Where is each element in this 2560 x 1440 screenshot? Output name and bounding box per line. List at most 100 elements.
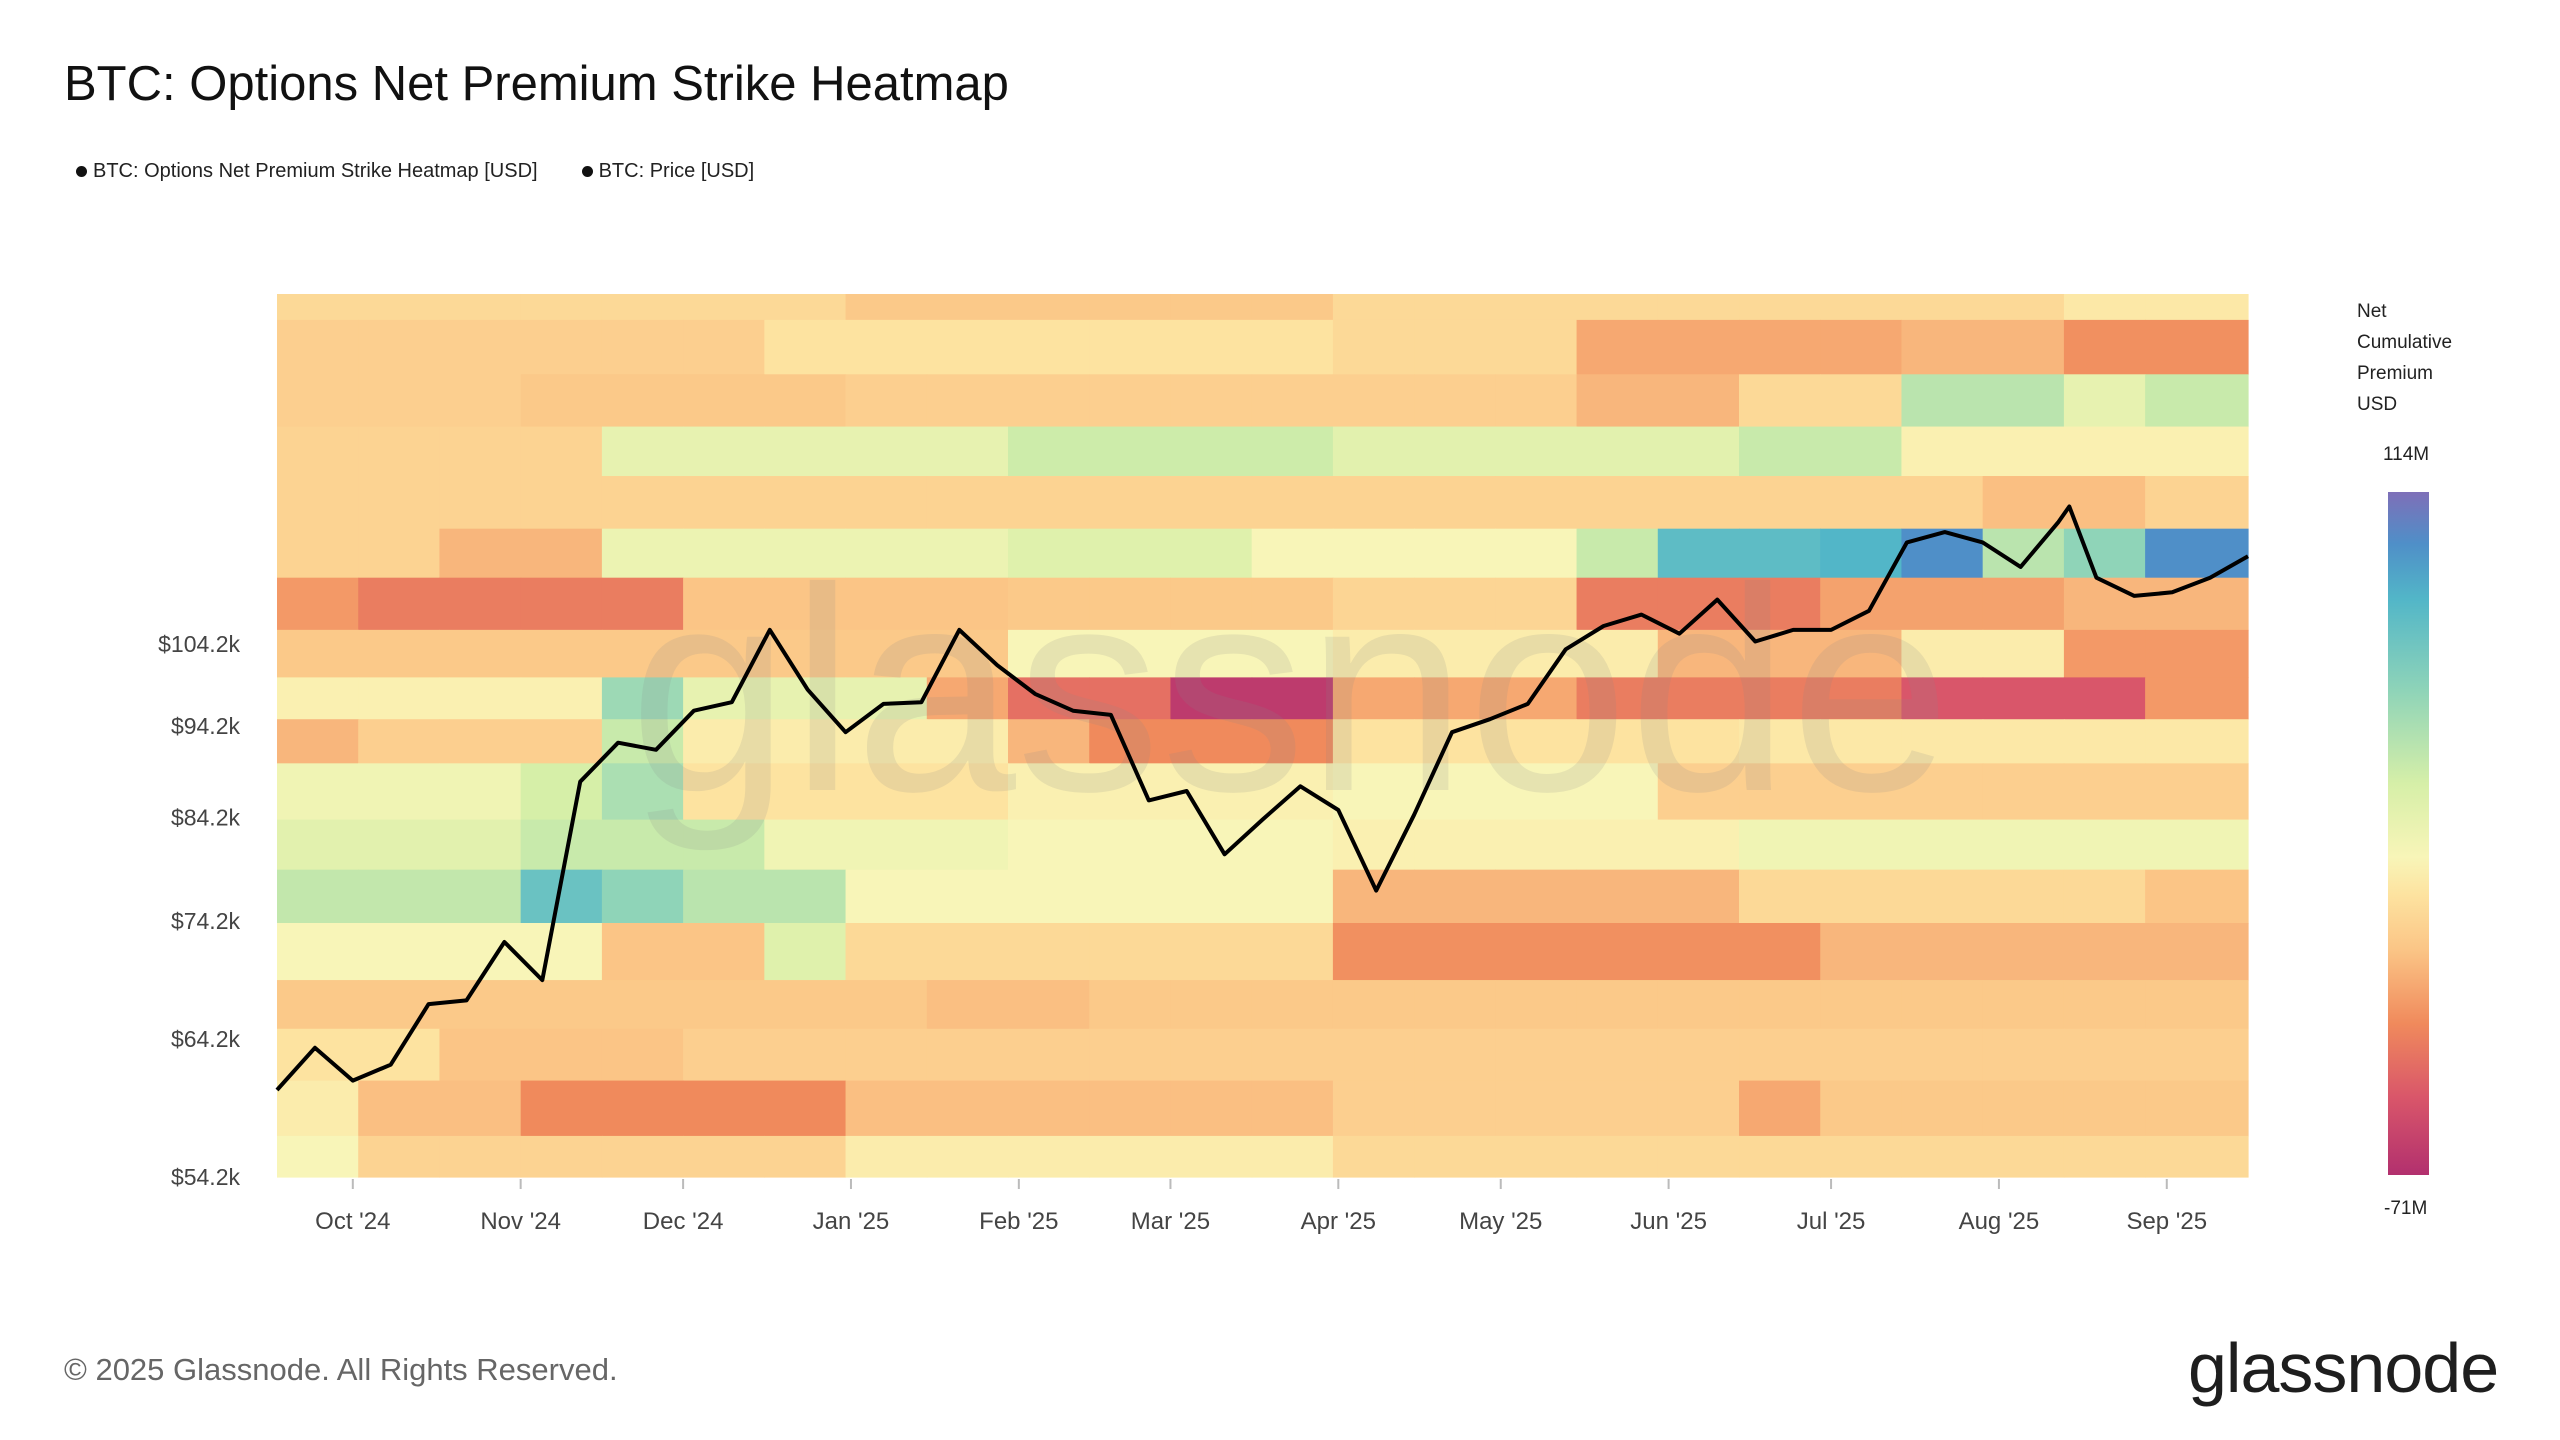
heatmap-cell <box>1576 294 1659 321</box>
heatmap-cell <box>1657 980 1740 1030</box>
heatmap-cell <box>1332 763 1415 821</box>
heatmap-cell <box>764 577 847 631</box>
heatmap-cell <box>845 923 928 981</box>
heatmap-cell <box>1576 629 1659 678</box>
legend-item-price[interactable]: BTC: Price [USD] <box>581 160 754 183</box>
heatmap-cell <box>1820 294 1903 321</box>
colorbar-title: Net Cumulative Premium USD <box>2357 296 2497 420</box>
heatmap-cell <box>764 1028 847 1082</box>
colorbar-title-line: USD <box>2357 394 2398 415</box>
heatmap-cell <box>601 819 684 871</box>
heatmap-cell <box>1251 374 1334 428</box>
heatmap-cell <box>1576 476 1659 530</box>
heatmap-cell <box>1739 980 1821 1030</box>
legend-item-heatmap[interactable]: BTC: Options Net Premium Strike Heatmap … <box>76 160 538 183</box>
heatmap-cell <box>1414 294 1496 321</box>
heatmap-cell <box>1170 528 1253 579</box>
heatmap-cell <box>764 869 847 924</box>
heatmap-cell <box>520 719 603 764</box>
heatmap-cell <box>1820 1080 1903 1137</box>
heatmap-cell <box>764 319 847 375</box>
heatmap-cell <box>520 374 603 428</box>
heatmap-cell <box>1739 763 1821 821</box>
heatmap-cell <box>601 426 684 477</box>
heatmap-cell <box>1901 1080 1984 1137</box>
heatmap-cell <box>601 629 684 678</box>
heatmap-cell <box>358 374 441 428</box>
y-tick-label: $74.2k <box>171 908 241 934</box>
watermark: glassnode <box>629 528 1951 853</box>
heatmap-cell <box>1739 1080 1821 1137</box>
heatmap-cell <box>1008 294 1090 321</box>
price-line <box>275 504 2249 1092</box>
heatmap-cell <box>1008 980 1090 1030</box>
heatmap-cell <box>1414 923 1496 981</box>
heatmap-cell <box>1657 476 1740 530</box>
heatmap-cell <box>1576 923 1659 981</box>
heatmap-cell <box>1089 1080 1172 1137</box>
heatmap-cell <box>277 677 359 720</box>
heatmap-cell <box>1657 1135 1740 1178</box>
heatmap-cell <box>520 294 603 321</box>
heatmap-cell <box>2063 869 2146 924</box>
heatmap-cell <box>845 869 928 924</box>
heatmap-cell <box>1251 1028 1334 1082</box>
heatmap-cell <box>277 923 359 981</box>
heatmap-cell <box>1332 677 1415 720</box>
heatmap-cell <box>1739 869 1821 924</box>
y-tick-label: $94.2k <box>171 713 241 739</box>
heatmap-cell <box>1982 923 2065 981</box>
heatmap-cell <box>1332 719 1415 764</box>
heatmap-cell <box>1495 869 1578 924</box>
heatmap-cell <box>277 319 359 375</box>
heatmap-cell <box>1414 719 1496 764</box>
heatmap-cell <box>439 980 522 1030</box>
heatmap-cell <box>683 528 765 579</box>
heatmap-cell <box>439 476 522 530</box>
heatmap-cell <box>601 980 684 1030</box>
heatmap-cell <box>764 426 847 477</box>
heatmap-cell <box>1901 923 1984 981</box>
heatmap-cell <box>1008 1028 1090 1082</box>
heatmap-cell <box>764 629 847 678</box>
heatmap-cell <box>1251 528 1334 579</box>
heatmap-cell <box>1901 476 1984 530</box>
y-tick-label: $54.2k <box>171 1164 241 1190</box>
heatmap-cell <box>2063 719 2146 764</box>
heatmap-cell <box>277 1135 359 1178</box>
heatmap-cell <box>1251 980 1334 1030</box>
heatmap-cell <box>1170 476 1253 530</box>
heatmap-cell <box>1170 577 1253 631</box>
heatmap-cell <box>1008 476 1090 530</box>
heatmap-cell <box>683 319 765 375</box>
heatmap-cell <box>1414 763 1496 821</box>
heatmap-cell <box>1495 980 1578 1030</box>
heatmap-cell <box>1332 869 1415 924</box>
colorbar-title-line: Premium <box>2357 363 2434 384</box>
heatmap-cell <box>277 719 359 764</box>
heatmap-cell <box>683 980 765 1030</box>
heatmap-cell <box>926 577 1009 631</box>
x-tick-label: Sep '25 <box>2126 1208 2207 1235</box>
heatmap-cell <box>845 319 928 375</box>
heatmap-cell <box>1089 319 1172 375</box>
heatmap-cell <box>845 374 928 428</box>
heatmap-cell <box>926 677 1009 720</box>
heatmap-cell <box>926 980 1009 1030</box>
heatmap-cell <box>1982 677 2065 720</box>
heatmap-cell <box>2145 819 2249 871</box>
heatmap-cell <box>1414 1080 1496 1137</box>
heatmap-cell <box>1901 719 1984 764</box>
heatmap-cell <box>1414 1135 1496 1178</box>
heatmap-cell <box>1170 869 1253 924</box>
heatmap-cell <box>1332 1028 1415 1082</box>
x-tick-label: Dec '24 <box>643 1208 724 1235</box>
heatmap-cell <box>358 319 441 375</box>
heatmap-cell <box>1982 426 2065 477</box>
heatmap-cell <box>683 426 765 477</box>
x-tick-label: Mar '25 <box>1131 1208 1210 1235</box>
heatmap-cell <box>926 1028 1009 1082</box>
heatmap-cell <box>683 294 765 321</box>
heatmap-cell <box>1170 426 1253 477</box>
